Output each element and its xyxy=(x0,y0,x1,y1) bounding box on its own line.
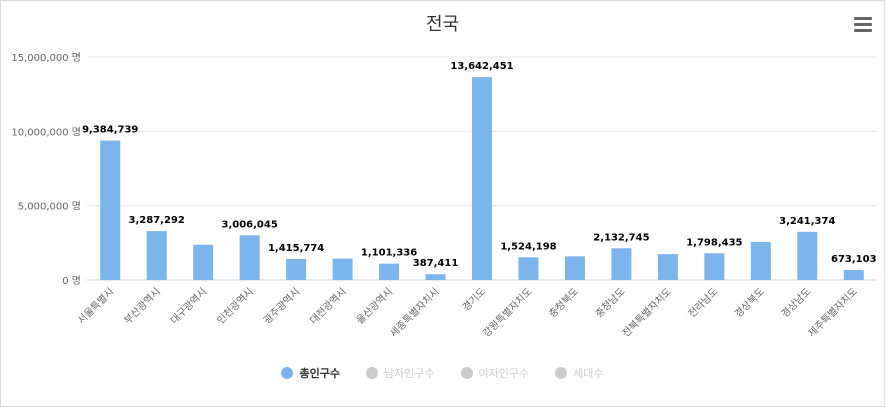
data-label: 3,287,292 xyxy=(129,215,185,226)
data-label: 1,524,198 xyxy=(500,241,556,252)
bar-series xyxy=(100,77,864,281)
chart-menu-icon[interactable] xyxy=(854,17,872,33)
legend-symbol xyxy=(555,367,568,379)
bar[interactable] xyxy=(146,231,167,280)
bar[interactable] xyxy=(332,258,353,280)
x-axis-tick-labels: 서울특별시 부산광역시 대구광역시 인천광역시 광주광역시 대전광역시 울산광역시세종특별자… xyxy=(75,285,860,340)
bar[interactable] xyxy=(750,241,771,280)
bar[interactable] xyxy=(843,269,864,280)
legend-symbol xyxy=(281,367,294,379)
x-tick-label: 전라남도 xyxy=(686,286,721,321)
x-tick-label: 충청북도 xyxy=(547,286,582,321)
data-label: 673,103 xyxy=(831,254,877,265)
legend-item[interactable]: 여자인구수 xyxy=(460,365,530,381)
x-tick-label: 광주광역시 xyxy=(261,286,302,327)
bar[interactable] xyxy=(425,274,446,280)
bar[interactable] xyxy=(657,254,678,280)
legend-label: 여자인구수 xyxy=(478,367,530,380)
x-tick-label: 경기도 xyxy=(459,285,488,314)
data-label: 1,101,336 xyxy=(361,248,417,259)
legend-item[interactable]: 남자인구수 xyxy=(365,365,435,381)
bar[interactable] xyxy=(193,244,214,280)
data-label: 3,241,374 xyxy=(779,216,835,227)
y-tick-label: 0 명 xyxy=(62,275,81,287)
y-axis-tick-labels: 0 명 5,000,000 명 10,000,000 명 15,000,000 명 xyxy=(11,52,81,287)
bar[interactable] xyxy=(797,231,818,280)
x-tick-label: 전북특별자치도 xyxy=(620,286,674,340)
data-label: 3,006,045 xyxy=(221,219,277,230)
legend-symbol xyxy=(460,367,473,379)
bar[interactable] xyxy=(239,235,260,280)
data-label: 1,798,435 xyxy=(686,237,742,248)
x-tick-label: 경상남도 xyxy=(778,285,813,320)
data-label: 1,415,774 xyxy=(268,243,324,254)
bar[interactable] xyxy=(564,256,585,280)
x-tick-label: 울산광역시 xyxy=(354,286,395,327)
bar[interactable] xyxy=(286,258,307,280)
x-tick-label: 인천광역시 xyxy=(215,286,256,327)
bar[interactable] xyxy=(379,263,400,280)
chart-title: 전국 xyxy=(425,14,460,35)
data-label: 387,411 xyxy=(413,258,459,269)
x-tick-label: 부산광역시 xyxy=(122,286,163,327)
data-label: 9,384,739 xyxy=(82,124,138,135)
x-tick-label: 강원특별자치도 xyxy=(481,286,535,340)
chart-legend: 총인구수 남자인구수 여자인구수 세대수 xyxy=(1,365,884,381)
x-tick-label: 세종특별자치시 xyxy=(388,286,442,340)
bar[interactable] xyxy=(472,77,492,281)
data-label: 13,642,451 xyxy=(450,61,513,72)
y-tick-label: 15,000,000 명 xyxy=(11,52,81,64)
legend-item[interactable]: 총인구수 xyxy=(281,365,340,381)
x-tick-label: 서울특별시 xyxy=(75,286,116,327)
x-tick-label: 제주특별자치도 xyxy=(806,286,860,340)
data-labels: 9,384,739 3,287,292 3,006,045 1,415,774 1,10… xyxy=(82,61,877,269)
data-label: 2,132,745 xyxy=(593,232,649,243)
x-tick-label: 충청남도 xyxy=(593,286,628,321)
bar[interactable] xyxy=(100,140,121,280)
legend-item[interactable]: 세대수 xyxy=(555,365,604,381)
x-tick-label: 대전광역시 xyxy=(308,286,349,327)
bar[interactable] xyxy=(704,253,725,280)
y-tick-label: 5,000,000 명 xyxy=(18,201,81,213)
x-tick-label: 경상북도 xyxy=(732,285,767,320)
bar[interactable] xyxy=(611,248,632,280)
legend-label: 총인구수 xyxy=(299,367,340,380)
legend-label: 세대수 xyxy=(573,367,604,380)
legend-label: 남자인구수 xyxy=(383,367,435,380)
y-tick-label: 10,000,000 명 xyxy=(11,126,81,138)
bar[interactable] xyxy=(518,257,539,280)
legend-symbol xyxy=(365,367,378,379)
x-tick-label: 대구광역시 xyxy=(168,286,209,327)
